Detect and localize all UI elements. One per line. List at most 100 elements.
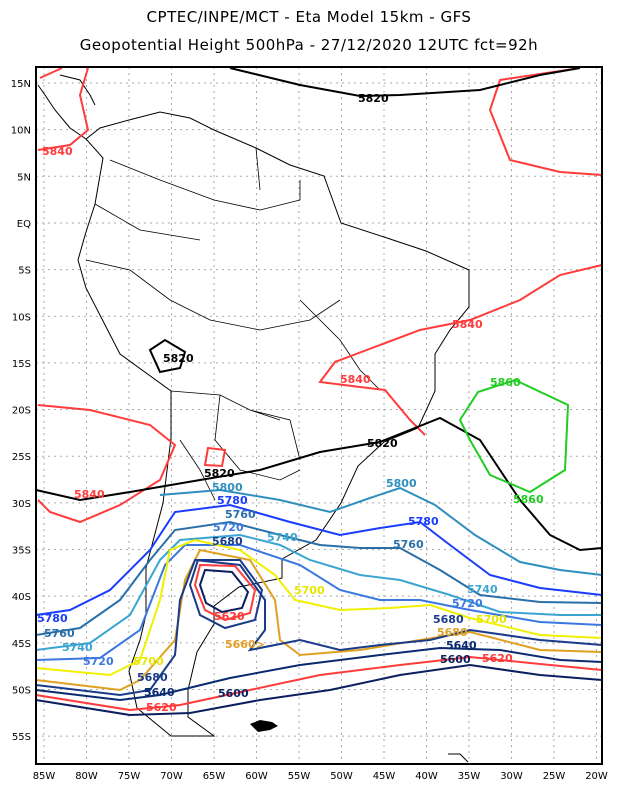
lat-label: 15S xyxy=(12,359,31,370)
contour-label: 5780 xyxy=(37,612,68,625)
contour-5780 xyxy=(35,503,603,616)
contour-label: 5640 xyxy=(446,639,477,652)
contour-5820 xyxy=(148,338,187,374)
lon-label: 30W xyxy=(500,771,523,782)
lon-label: 50W xyxy=(330,771,353,782)
lon-label: 25W xyxy=(543,771,566,782)
lat-label: 30S xyxy=(12,499,31,510)
lat-label: 15N xyxy=(11,79,31,90)
map-title: CPTEC/INPE/MCT - Eta Model 15km - GFS xyxy=(146,8,472,26)
contour-5720 xyxy=(35,544,603,661)
map-subtitle: Geopotential Height 500hPa - 27/12/2020 … xyxy=(79,36,539,54)
lat-label: 10N xyxy=(11,126,31,137)
contour-label: 5620 xyxy=(146,701,177,714)
contour-label: 5720 xyxy=(452,597,483,610)
contour-label: 5600 xyxy=(440,653,471,666)
contour-label: 5700 xyxy=(476,613,507,626)
contour-label: 5840 xyxy=(42,145,73,158)
contour-5760 xyxy=(35,520,603,636)
south-america-coastline xyxy=(77,111,470,737)
contour-label: 5720 xyxy=(213,521,244,534)
contour-label: 5860 xyxy=(490,376,521,389)
contour-5840 xyxy=(37,404,177,524)
low-contour-5620 xyxy=(193,563,257,622)
falkland-islands xyxy=(250,720,278,732)
lat-label: 45S xyxy=(12,639,31,650)
contours xyxy=(35,67,603,717)
contour-5840 xyxy=(318,264,603,436)
contour-label: 5840 xyxy=(340,373,371,386)
lon-label: 20W xyxy=(585,771,608,782)
lat-label: 5S xyxy=(18,266,31,277)
graticule xyxy=(36,67,602,764)
contour-label: 5740 xyxy=(467,583,498,596)
contour-label: 5820 xyxy=(204,467,235,480)
contour-label: 5740 xyxy=(267,531,298,544)
contour-label: 5860 xyxy=(513,493,544,506)
south-georgia xyxy=(448,753,469,763)
lon-label: 75W xyxy=(118,771,141,782)
lon-label: 80W xyxy=(75,771,98,782)
contour-5860 xyxy=(458,378,570,494)
lon-label: 40W xyxy=(415,771,438,782)
contour-label: 5820 xyxy=(163,352,194,365)
lat-label: 20S xyxy=(12,406,31,417)
contour-5600 xyxy=(35,663,603,717)
contour-5840 xyxy=(203,446,227,468)
lon-label: 35W xyxy=(458,771,481,782)
lat-label: 25S xyxy=(12,452,31,463)
contour-5620 xyxy=(35,655,603,712)
contour-5740 xyxy=(35,533,602,651)
contour-label: 5720 xyxy=(83,655,114,668)
contour-label: 5820 xyxy=(358,92,389,105)
contour-label: 5680 xyxy=(212,535,243,548)
contour-label: 5680 xyxy=(433,613,464,626)
lon-label: 60W xyxy=(245,771,268,782)
contour-label: 5760 xyxy=(393,538,424,551)
contour-label: 5760 xyxy=(44,627,75,640)
lon-label: 65W xyxy=(203,771,226,782)
contour-label: 5780 xyxy=(408,515,439,528)
low-contour-inner xyxy=(188,559,264,630)
contour-label: 5700 xyxy=(294,584,325,597)
lat-label: 50S xyxy=(12,685,31,696)
contour-5800 xyxy=(159,486,603,576)
contour-5840 xyxy=(488,67,603,176)
lon-label: 45W xyxy=(373,771,396,782)
country-borders xyxy=(85,147,381,501)
contour-label: 5840 xyxy=(74,488,105,501)
contour-label: 5740 xyxy=(62,641,93,654)
contour-label: 5640 xyxy=(144,686,175,699)
central-america-coastline xyxy=(37,74,96,140)
contour-label: 5800 xyxy=(386,477,417,490)
contour-label: 5820 xyxy=(367,437,398,450)
lat-label: 35S xyxy=(12,546,31,557)
contour-5700 xyxy=(35,538,603,677)
lat-label: 10S xyxy=(12,312,31,323)
lon-label: 85W xyxy=(33,771,56,782)
low-contour-5600 xyxy=(198,568,250,614)
lon-label: 55W xyxy=(288,771,311,782)
contour-label: 5680 xyxy=(137,671,168,684)
contour-5820 xyxy=(229,67,581,98)
contour-label: 5620 xyxy=(482,652,513,665)
contour-label: 5620 xyxy=(214,610,245,623)
lat-label: 40S xyxy=(12,592,31,603)
latitude-labels: 15N 10N 5N EQ 5S 10S 15S 20S 25S 30S 35S 40S 45S 50S 5… xyxy=(11,79,31,743)
contour-label: 5760 xyxy=(225,508,256,521)
contour-5640 xyxy=(35,646,603,702)
contour-label: 5780 xyxy=(217,494,248,507)
contour-label: 5840 xyxy=(452,318,483,331)
lat-label: 5N xyxy=(17,172,31,183)
contour-5820 xyxy=(35,416,603,552)
contour-5660 xyxy=(35,558,603,697)
contour-label: 5660> xyxy=(225,638,265,651)
map-frame xyxy=(35,66,603,765)
lat-label: EQ xyxy=(17,219,31,230)
lon-label: 70W xyxy=(160,771,183,782)
contour-label: 5800 xyxy=(212,481,243,494)
contour-label: 5700 xyxy=(133,655,164,668)
contour-5840 xyxy=(37,67,90,151)
lat-label: 55S xyxy=(12,732,31,743)
